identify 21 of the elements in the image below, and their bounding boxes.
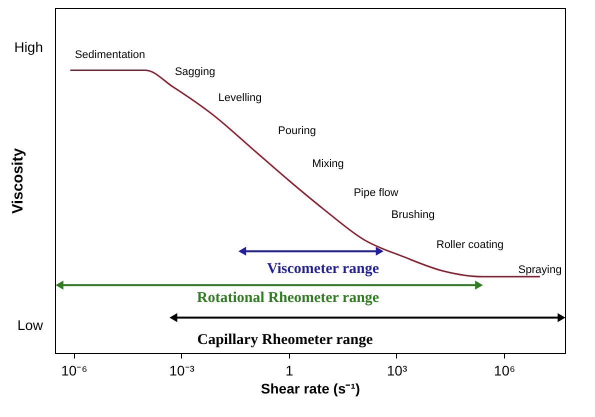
series-label: Viscometer range — [266, 261, 380, 277]
x-tick-label: 1 — [286, 362, 294, 378]
x-tick-label: 10⁻³ — [169, 362, 195, 378]
series-label: Capillary Rheometer range — [197, 332, 374, 348]
y-axis-title: Viscosity — [10, 148, 26, 214]
series-label: Rotational Rheometer range — [196, 290, 380, 306]
annotation: Sagging — [174, 66, 216, 78]
annotation: Pouring — [278, 125, 316, 137]
x-axis-title: Shear rate (s⁻¹) — [260, 380, 360, 396]
annotation: Mixing — [312, 158, 344, 170]
annotation: Spraying — [518, 264, 562, 276]
annotation: Pipe flow — [354, 187, 398, 199]
text: Sedimentation — [74, 49, 146, 61]
annotation: Roller coating — [436, 239, 504, 251]
annotation: Brushing — [391, 209, 435, 221]
x-tick-label: 10⁶ — [494, 362, 516, 378]
x-tick-label: 10⁻⁶ — [61, 362, 88, 378]
x-tick-label: 10³ — [386, 362, 408, 378]
text: Low — [17, 317, 44, 333]
annotation: Levelling — [218, 92, 262, 104]
text: High — [14, 39, 43, 55]
